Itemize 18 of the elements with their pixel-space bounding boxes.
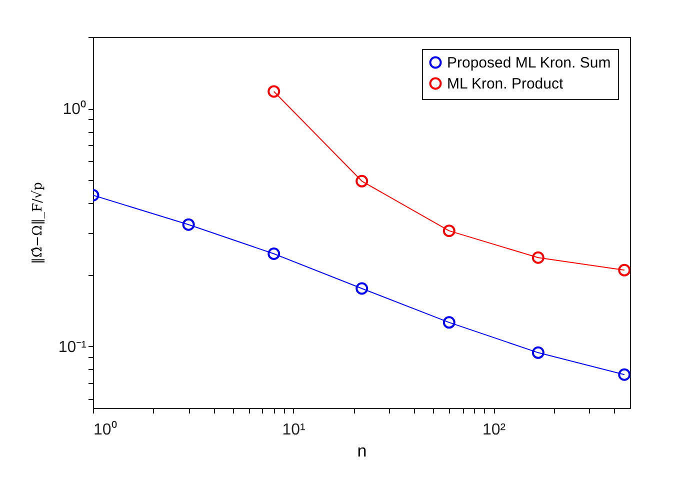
legend-label: Proposed ML Kron. Sum: [447, 54, 611, 72]
point: [618, 368, 630, 381]
point: [618, 264, 630, 276]
point: [532, 251, 544, 264]
point: [442, 316, 456, 329]
x-tick-label: 10¹: [282, 422, 306, 438]
y-axis-title: ‖Ω̂−Ω‖_F/√p: [30, 182, 46, 264]
point: [532, 346, 544, 359]
point: [268, 85, 280, 98]
y-tick-label: 10⁻¹: [58, 338, 86, 356]
x-axis-title: n: [357, 442, 367, 460]
point: [268, 248, 280, 260]
x-tick-label: 10⁰: [94, 420, 118, 438]
x-tick-label: 10²: [482, 422, 506, 438]
point: [356, 174, 368, 188]
point: [356, 282, 368, 295]
legend-label: ML Kron. Product: [447, 76, 564, 92]
point: [442, 224, 456, 238]
